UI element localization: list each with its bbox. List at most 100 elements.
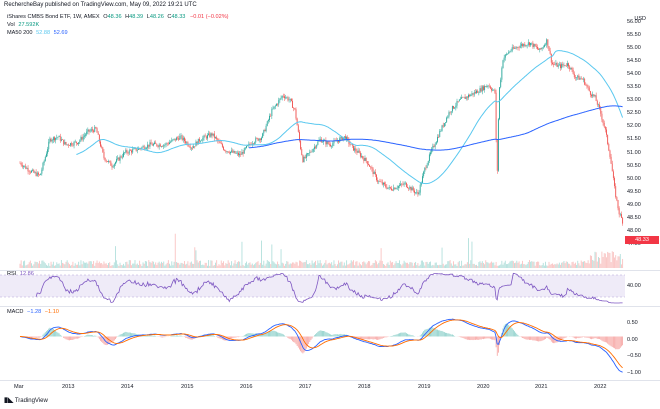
macd-hist-bar bbox=[553, 336, 554, 344]
candle-body bbox=[448, 112, 450, 117]
time-axis-label: 2018 bbox=[358, 384, 371, 390]
macd-hist-bar bbox=[433, 328, 435, 337]
volume-bar bbox=[487, 262, 489, 268]
candle-body bbox=[21, 165, 23, 167]
candle-body bbox=[537, 46, 538, 49]
macd-hist-bar bbox=[163, 336, 165, 338]
macd-hist-bar bbox=[311, 336, 313, 339]
volume-bar bbox=[261, 240, 262, 268]
candle-body bbox=[366, 161, 368, 165]
macd-hist-bar bbox=[69, 336, 70, 341]
macd-hist-bar bbox=[372, 336, 374, 340]
macd-hist-bar bbox=[526, 336, 528, 340]
candle-body bbox=[332, 143, 334, 147]
candle-body bbox=[276, 104, 277, 106]
volume-bar bbox=[369, 261, 371, 268]
candle-body bbox=[481, 86, 483, 92]
macd-hist-bar bbox=[362, 336, 364, 340]
volume-bar bbox=[440, 264, 442, 268]
candle-body bbox=[127, 152, 129, 154]
macd-hist-bar bbox=[447, 333, 449, 337]
macd-hist-bar bbox=[147, 335, 149, 337]
pane-divider-rsi[interactable] bbox=[0, 270, 660, 271]
candle-body bbox=[485, 86, 487, 88]
volume-bar bbox=[349, 263, 351, 268]
macd-hist-bar bbox=[377, 336, 379, 340]
candle-body bbox=[545, 44, 546, 46]
volume-bar bbox=[414, 262, 415, 268]
candle-body bbox=[577, 75, 579, 78]
candle-body bbox=[181, 135, 183, 140]
volume-bar bbox=[244, 263, 246, 268]
candle-body bbox=[420, 182, 422, 185]
volume-bar bbox=[496, 265, 498, 268]
candle-body bbox=[167, 143, 169, 145]
volume-bar bbox=[303, 262, 305, 268]
candle-body bbox=[535, 46, 537, 47]
volume-bar bbox=[78, 261, 80, 268]
volume-bar bbox=[75, 264, 77, 268]
volume-bar bbox=[540, 265, 542, 268]
candle-body bbox=[593, 94, 595, 97]
volume-bar bbox=[35, 261, 37, 268]
volume-bar bbox=[343, 262, 345, 268]
volume-bar bbox=[437, 265, 438, 268]
macd-hist-bar bbox=[466, 336, 468, 340]
candle-body bbox=[243, 148, 245, 154]
macd-hist-bar bbox=[525, 336, 527, 340]
candle-body bbox=[374, 172, 376, 175]
macd-hist-bar bbox=[510, 327, 512, 337]
macd-hist-bar bbox=[565, 336, 567, 338]
volume-bar bbox=[241, 241, 243, 268]
candle-body bbox=[476, 90, 477, 93]
candle-body bbox=[465, 96, 467, 99]
macd-hist-bar bbox=[71, 336, 73, 341]
macd-hist-bar bbox=[294, 336, 296, 343]
volume-bar bbox=[340, 261, 342, 268]
candle-body bbox=[265, 125, 267, 132]
volume-bar bbox=[363, 261, 365, 268]
candle-body bbox=[424, 167, 426, 172]
macd-hist-bar bbox=[522, 336, 523, 338]
volume-bar bbox=[163, 261, 165, 268]
macd-hist-bar bbox=[404, 332, 406, 337]
macd-hist-bar bbox=[219, 336, 221, 339]
macd-hist-bar bbox=[460, 336, 461, 338]
macd-hist-bar bbox=[95, 335, 97, 337]
macd-hist-bar bbox=[580, 336, 582, 338]
volume-bar bbox=[417, 263, 419, 268]
candle-body bbox=[412, 187, 414, 191]
ohlc-value: 48.39 bbox=[129, 14, 144, 20]
candle-body bbox=[473, 91, 475, 95]
candle-body bbox=[397, 186, 399, 189]
volume-bar bbox=[330, 263, 331, 268]
macd-hist-bar bbox=[592, 336, 594, 339]
price-axis-label: 50.50 bbox=[627, 162, 641, 169]
candle-body bbox=[173, 138, 175, 140]
volume-bar bbox=[504, 260, 506, 268]
pane-divider-macd[interactable] bbox=[0, 306, 660, 307]
volume-bar bbox=[25, 265, 27, 268]
candle-body bbox=[151, 144, 153, 146]
candle-body bbox=[101, 146, 103, 148]
tradingview-logo[interactable]: ▮◣ TradingView bbox=[4, 396, 48, 404]
candle-body bbox=[66, 144, 68, 145]
volume-bar bbox=[415, 261, 417, 268]
candle-body bbox=[493, 89, 495, 91]
macd-hist-bar bbox=[594, 336, 596, 339]
volume-bar bbox=[477, 265, 479, 268]
macd-hist-bar bbox=[423, 331, 425, 337]
volume-bar bbox=[269, 261, 270, 268]
candle-body bbox=[395, 188, 397, 190]
macd-hist-bar bbox=[397, 333, 399, 337]
macd-hist-bar bbox=[514, 331, 515, 337]
macd-hist-bar bbox=[211, 335, 213, 337]
volume-bar bbox=[47, 265, 49, 268]
volume-bar bbox=[497, 265, 499, 268]
macd-hist-bar bbox=[288, 336, 290, 339]
volume-bar bbox=[388, 264, 390, 268]
price-axis-label: 52.00 bbox=[627, 123, 641, 130]
candle-body bbox=[258, 138, 260, 141]
volume-bar bbox=[510, 260, 512, 268]
